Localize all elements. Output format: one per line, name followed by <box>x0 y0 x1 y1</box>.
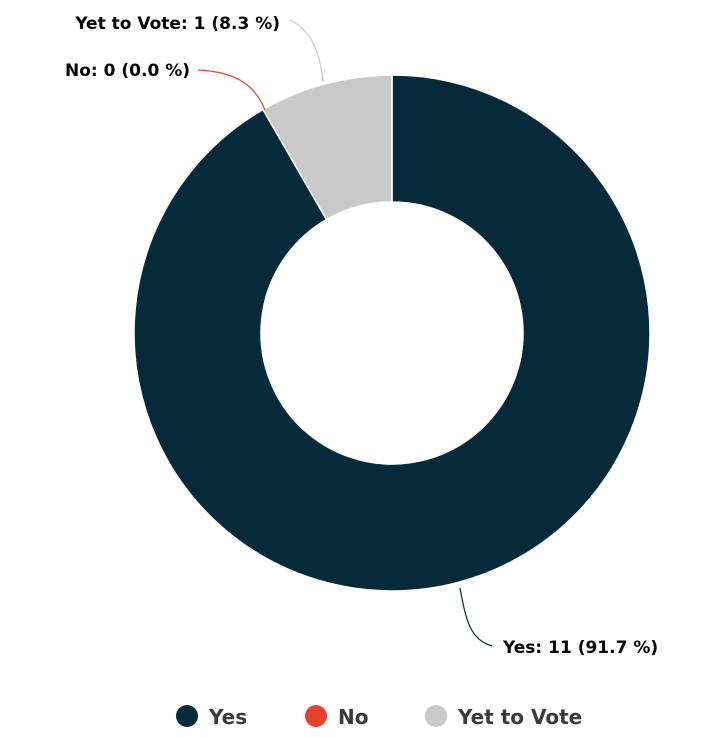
legend-marker <box>425 705 447 727</box>
legend-marker <box>176 705 198 727</box>
labels-group: Yes: 11 (91.7 %) No: 0 (0.0 %) Yet to Vote… <box>65 14 658 658</box>
connector-no <box>197 69 266 111</box>
legend-marker <box>305 705 327 727</box>
connectors-group <box>197 19 493 647</box>
legend-label: No <box>338 705 368 729</box>
slice-yes[interactable] <box>133 74 651 592</box>
legend-item-no[interactable]: No <box>305 705 368 729</box>
slice-yet-to-vote[interactable] <box>261 74 393 221</box>
legend-label: Yet to Vote <box>457 705 582 729</box>
data-label-yes: Yes: 11 (91.7 %) <box>502 638 658 658</box>
legend-label: Yes <box>208 705 247 729</box>
connector-yet-to-vote <box>289 19 324 83</box>
slices-group <box>133 74 651 592</box>
legend-item-yes[interactable]: Yes <box>176 705 247 729</box>
legend: Yes No Yet to Vote <box>176 705 582 729</box>
legend-item-yet-to-vote[interactable]: Yet to Vote <box>425 705 582 729</box>
data-label-yet-to-vote: Yet to Vote: 1 (8.3 %) <box>74 14 280 34</box>
connector-yes <box>459 587 493 647</box>
data-label-no: No: 0 (0.0 %) <box>65 61 190 81</box>
